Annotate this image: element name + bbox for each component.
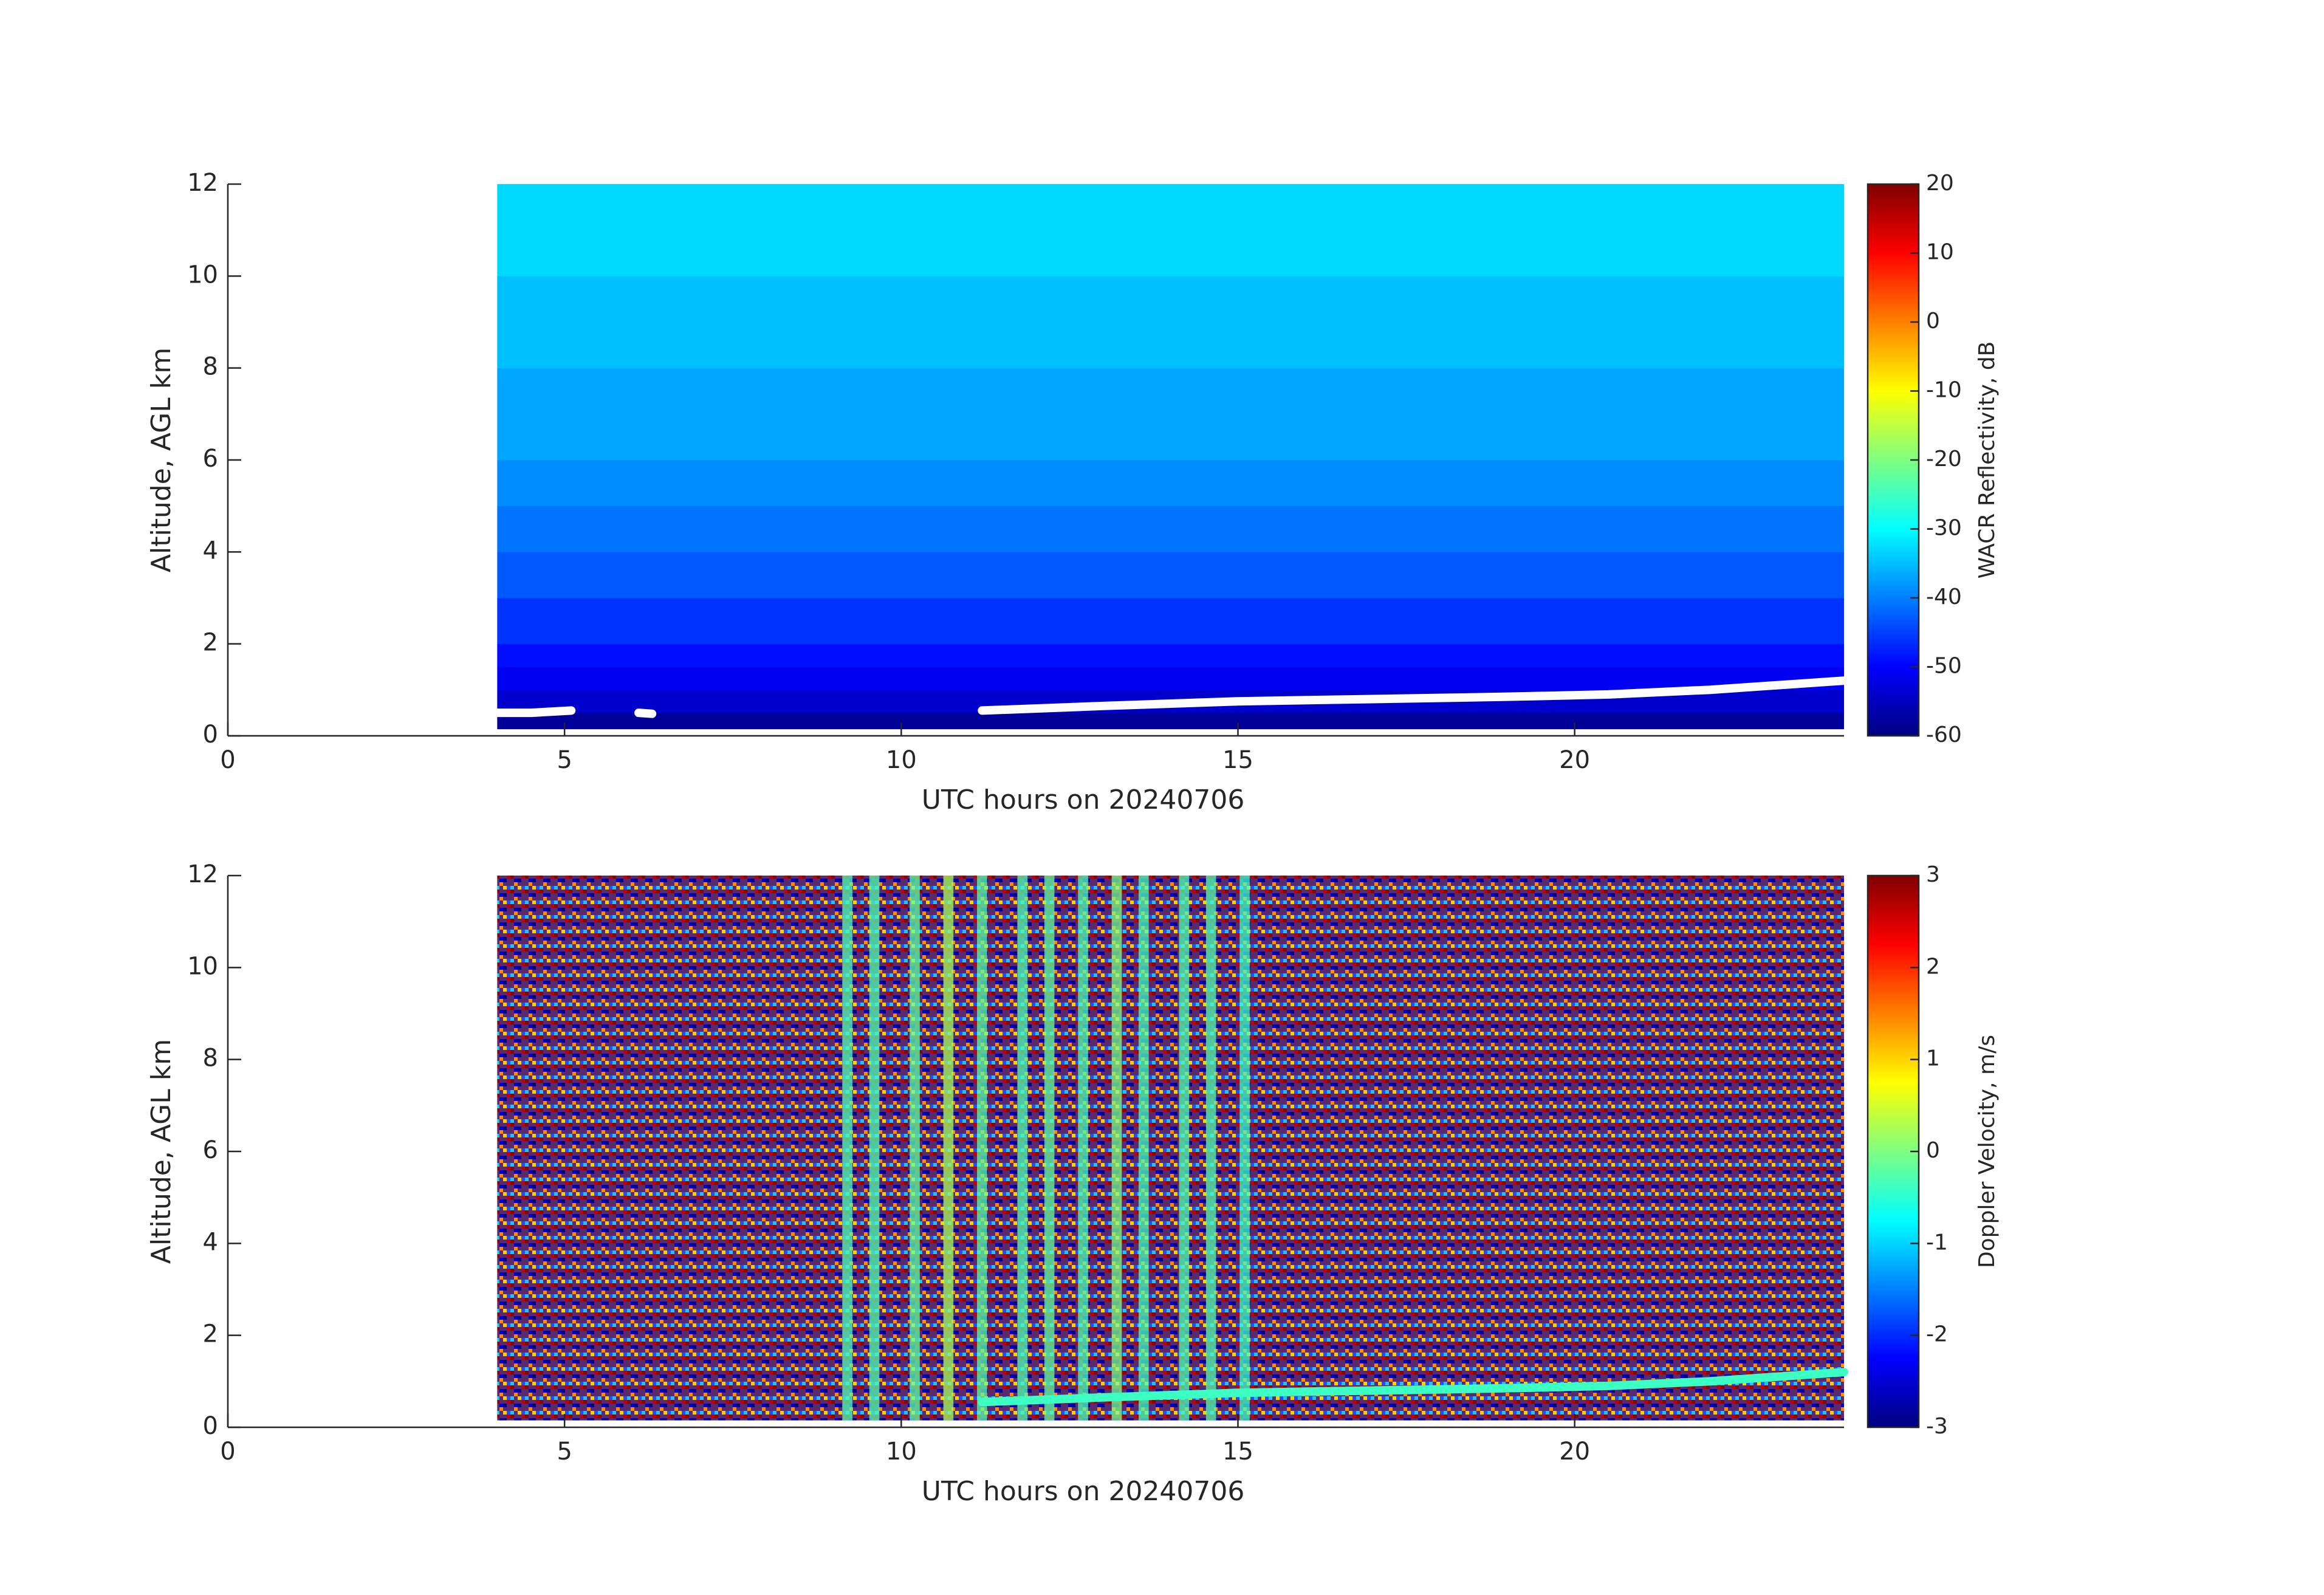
- y-tick-label: 8: [203, 1044, 218, 1072]
- x-tick-label: 20: [1559, 746, 1590, 774]
- x-tick-label: 0: [220, 746, 235, 774]
- stripe: [1239, 876, 1250, 1421]
- x-axis-label: UTC hours on 20240706: [922, 1476, 1245, 1507]
- y-tick-label: 6: [203, 1136, 218, 1164]
- x-axis-label: UTC hours on 20240706: [922, 784, 1245, 815]
- stripe: [1111, 876, 1122, 1421]
- cell: [497, 506, 1845, 552]
- colorbar-tick-label: -60: [1926, 722, 1962, 747]
- colorbar-tick-label: 1: [1926, 1046, 1940, 1071]
- y-tick-label: 0: [203, 721, 218, 749]
- x-tick-label: 15: [1222, 746, 1253, 774]
- cell: [497, 184, 1845, 276]
- colorbar-label: WACR Reflectivity, dB: [1975, 341, 2000, 579]
- colorbar-label: Doppler Velocity, m/s: [1975, 1035, 2000, 1268]
- cell: [497, 667, 1845, 690]
- cell: [497, 598, 1845, 645]
- stripe: [910, 876, 920, 1421]
- colorbar-tick-label: 0: [1926, 1138, 1940, 1163]
- stripe: [1044, 876, 1055, 1421]
- stripe: [1205, 876, 1216, 1421]
- y-tick-label: 10: [187, 261, 218, 289]
- stripe: [1139, 876, 1149, 1421]
- colorbar-tick-label: -1: [1926, 1230, 1948, 1255]
- stripe: [1078, 876, 1088, 1421]
- y-tick-label: 12: [187, 169, 218, 197]
- cloud-layer: [493, 676, 1848, 718]
- y-tick-label: 2: [203, 629, 218, 657]
- stripe: [943, 876, 954, 1421]
- x-tick-label: 5: [557, 746, 572, 774]
- y-tick-label: 8: [203, 353, 218, 381]
- cell: [497, 552, 1845, 599]
- stripe: [869, 876, 880, 1421]
- colorbar-tick-label: 2: [1926, 954, 1940, 979]
- y-tick-label: 10: [187, 952, 218, 980]
- colorbar-tick-label: 20: [1926, 171, 1954, 196]
- y-axis-label: Altitude, AGL km: [146, 348, 177, 572]
- colorbar-tick-label: 10: [1926, 240, 1954, 265]
- colorbar-tick-label: -20: [1926, 447, 1962, 472]
- colorbar-tick-label: -2: [1926, 1322, 1948, 1347]
- x-tick-label: 10: [886, 1438, 917, 1466]
- y-tick-label: 0: [203, 1412, 218, 1440]
- x-tick-label: 20: [1559, 1438, 1590, 1466]
- y-tick-label: 12: [187, 860, 218, 888]
- colorbar-tick-label: -3: [1926, 1414, 1948, 1439]
- y-tick-label: 6: [203, 445, 218, 473]
- y-tick-label: 4: [203, 537, 218, 564]
- cell: [497, 460, 1845, 507]
- colorbar-tick-label: -40: [1926, 585, 1962, 609]
- colorbar-tick-label: -10: [1926, 378, 1962, 403]
- cell: [497, 643, 1845, 667]
- x-tick-label: 15: [1222, 1438, 1253, 1466]
- y-axis-label: Altitude, AGL km: [146, 1039, 177, 1264]
- cloud-layer: [978, 1368, 1848, 1407]
- stripe: [842, 876, 852, 1421]
- x-tick-label: 0: [220, 1438, 235, 1466]
- colorbar-tick-label: -30: [1926, 516, 1962, 541]
- noise-field: [497, 876, 1845, 1421]
- cell: [497, 368, 1845, 461]
- y-tick-label: 4: [203, 1228, 218, 1256]
- stripe: [977, 876, 987, 1421]
- cell: [497, 276, 1845, 369]
- cell: [497, 713, 1845, 730]
- stripe: [1017, 876, 1028, 1421]
- colorbar-tick-label: -50: [1926, 654, 1962, 679]
- x-tick-label: 5: [557, 1438, 572, 1466]
- stripe: [1179, 876, 1190, 1421]
- colorbar-tick-label: 0: [1926, 309, 1940, 334]
- colorbar-tick-label: 3: [1926, 862, 1940, 887]
- x-tick-label: 10: [886, 746, 917, 774]
- y-tick-label: 2: [203, 1320, 218, 1348]
